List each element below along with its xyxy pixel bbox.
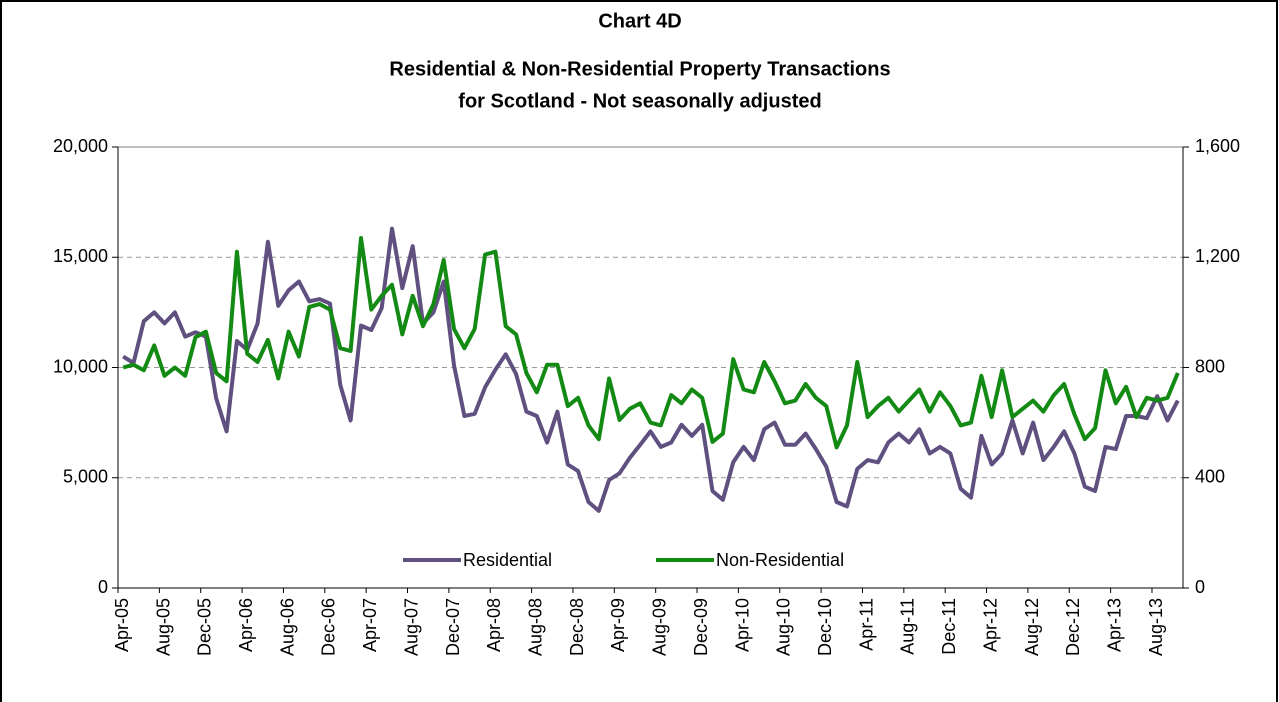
x-tick-label: Dec-08 [567, 598, 587, 656]
y2-tick-label: 1,200 [1195, 246, 1240, 266]
x-tick-label: Aug-08 [526, 598, 546, 656]
x-tick-label: Apr-06 [236, 598, 256, 652]
x-tick-label: Aug-09 [650, 598, 670, 656]
x-tick-label: Dec-07 [443, 598, 463, 656]
chart-title: Chart 4D [598, 10, 681, 32]
x-tick-label: Aug-10 [774, 598, 794, 656]
series-line [122, 236, 1180, 450]
x-tick-label: Apr-08 [484, 598, 504, 652]
x-tick-label: Apr-07 [360, 598, 380, 652]
y2-tick-label: 400 [1195, 467, 1225, 487]
y-tick-label: 5,000 [63, 467, 108, 487]
y-tick-label: 0 [98, 577, 108, 597]
y-tick-label: 15,000 [53, 246, 108, 266]
x-tick-label: Aug-12 [1022, 598, 1042, 656]
x-tick-label: Aug-05 [153, 598, 173, 656]
x-tick-label: Dec-12 [1063, 598, 1083, 656]
series-line [122, 226, 1180, 513]
x-tick-label: Aug-13 [1146, 598, 1166, 656]
x-tick-label: Apr-05 [112, 598, 132, 652]
x-tick-label: Dec-09 [691, 598, 711, 656]
x-tick-label: Aug-11 [898, 598, 918, 655]
x-tick-label: Aug-06 [277, 598, 297, 656]
x-tick-label: Aug-07 [401, 598, 421, 656]
chart-subtitle: for Scotland - Not seasonally adjusted [458, 90, 821, 112]
y2-tick-label: 0 [1195, 577, 1205, 597]
x-tick-label: Dec-11 [939, 598, 959, 655]
y2-tick-label: 800 [1195, 356, 1225, 376]
x-tick-label: Apr-13 [1105, 598, 1125, 652]
x-tick-label: Apr-11 [856, 598, 876, 651]
y2-tick-label: 1,600 [1195, 136, 1240, 156]
y-tick-label: 10,000 [53, 356, 108, 376]
legend-label: Non-Residential [716, 550, 844, 570]
x-tick-label: Apr-12 [980, 598, 1000, 652]
x-tick-label: Dec-10 [815, 598, 835, 656]
chart-subtitle: Residential & Non-Residential Property T… [389, 58, 890, 80]
x-tick-label: Dec-06 [319, 598, 339, 656]
x-tick-label: Dec-05 [195, 598, 215, 656]
y-tick-label: 20,000 [53, 136, 108, 156]
x-tick-label: Apr-09 [608, 598, 628, 652]
legend-label: Residential [463, 550, 552, 570]
x-tick-label: Apr-10 [732, 598, 752, 652]
